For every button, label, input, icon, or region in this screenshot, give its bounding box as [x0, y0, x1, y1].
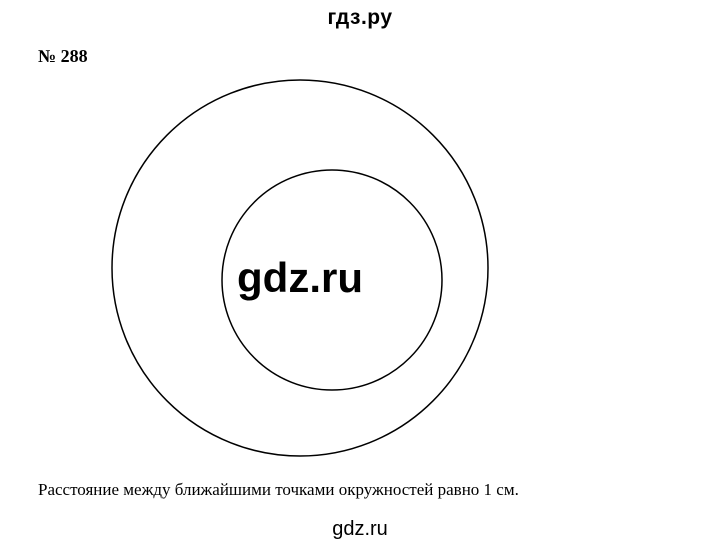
- watermark-center: gdz.ru: [237, 254, 363, 302]
- answer-text: Расстояние между ближайшими точками окру…: [38, 480, 519, 500]
- watermark-bottom: gdz.ru: [0, 518, 720, 541]
- problem-number: № 288: [38, 46, 88, 67]
- watermark-top: гдз.ру: [0, 6, 720, 30]
- circles-figure: gdz.ru: [108, 76, 492, 460]
